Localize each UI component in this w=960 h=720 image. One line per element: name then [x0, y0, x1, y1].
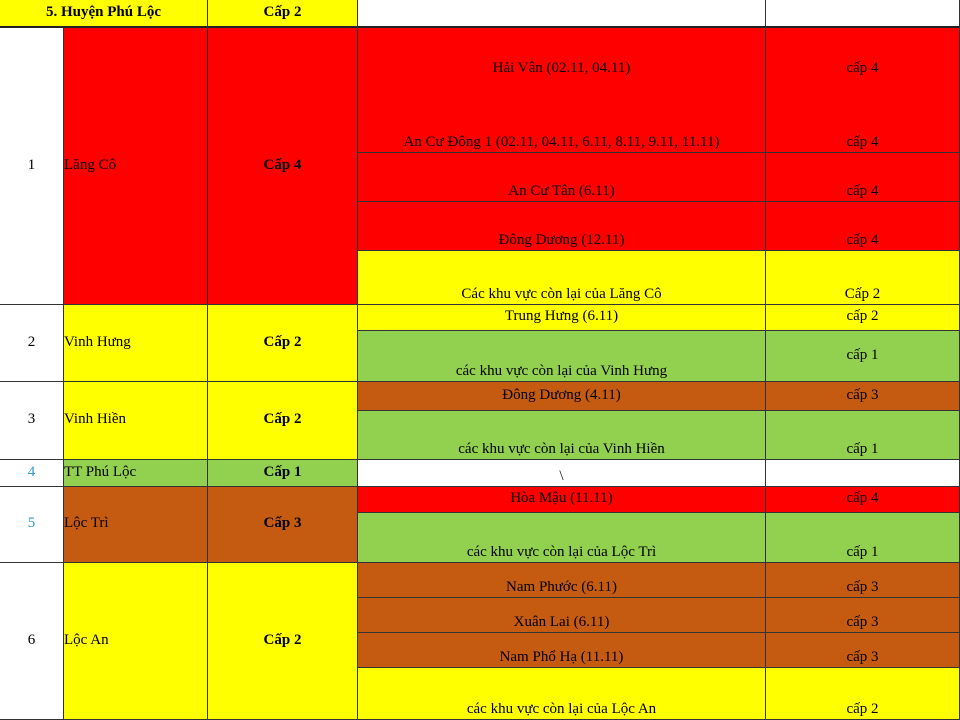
header-area [358, 0, 766, 28]
row-index: 4 [0, 460, 64, 487]
subarea-level: cấp 4 [766, 487, 960, 513]
subarea-name: Đông Dương (12.11) [358, 202, 766, 251]
subarea-level: cấp 2 [766, 305, 960, 331]
subarea-level [766, 460, 960, 487]
subarea-name: Các khu vực còn lại của Lăng Cô [358, 251, 766, 305]
subarea-level: cấp 4 [766, 110, 960, 153]
subarea-level: cấp 4 [766, 28, 960, 110]
header-level: Cấp 2 [208, 0, 358, 28]
commune-name: Lộc An [64, 563, 208, 720]
subarea-level: cấp 3 [766, 563, 960, 598]
subarea-name: An Cư Đông 1 (02.11, 04.11, 6.11, 8.11, … [358, 110, 766, 153]
subarea-level: cấp 3 [766, 633, 960, 668]
header-district: 5. Huyện Phú Lộc [0, 0, 208, 28]
subarea-name: các khu vực còn lại của Lộc An [358, 668, 766, 720]
subarea-name: Nam Phước (6.11) [358, 563, 766, 598]
subarea-name: các khu vực còn lại của Lộc Trì [358, 513, 766, 563]
subarea-name: Đông Dương (4.11) [358, 382, 766, 411]
subarea-name: các khu vực còn lại của Vinh Hưng [358, 331, 766, 382]
subarea-level: cấp 3 [766, 598, 960, 633]
subarea-level: Cấp 2 [766, 251, 960, 305]
subarea-level: cấp 1 [766, 331, 960, 382]
commune-level: Cấp 2 [208, 563, 358, 720]
subarea-name: Hải Vân (02.11, 04.11) [358, 28, 766, 110]
commune-level: Cấp 2 [208, 305, 358, 382]
row-index: 5 [0, 487, 64, 563]
subarea-level: cấp 4 [766, 202, 960, 251]
subarea-level: cấp 4 [766, 153, 960, 202]
subarea-name: Hòa Mậu (11.11) [358, 487, 766, 513]
subarea-name: Nam Phổ Hạ (11.11) [358, 633, 766, 668]
subarea-level: cấp 1 [766, 513, 960, 563]
row-index: 6 [0, 563, 64, 720]
commune-level: Cấp 3 [208, 487, 358, 563]
commune-name: Vinh Hưng [64, 305, 208, 382]
row-index: 1 [0, 28, 64, 305]
subarea-level: cấp 3 [766, 382, 960, 411]
row-index: 3 [0, 382, 64, 460]
row-index: 2 [0, 305, 64, 382]
subarea-name: Trung Hưng (6.11) [358, 305, 766, 331]
commune-name: Lộc Trì [64, 487, 208, 563]
subarea-name: Xuân Lai (6.11) [358, 598, 766, 633]
commune-level: Cấp 4 [208, 28, 358, 305]
subarea-level: cấp 1 [766, 411, 960, 460]
subarea-name: các khu vực còn lại của Vinh Hiền [358, 411, 766, 460]
commune-level: Cấp 2 [208, 382, 358, 460]
header-area-level [766, 0, 960, 28]
commune-level: Cấp 1 [208, 460, 358, 487]
subarea-level: cấp 2 [766, 668, 960, 720]
commune-name: Lăng Cô [64, 28, 208, 305]
commune-name: TT Phú Lộc [64, 460, 208, 487]
subarea-name: An Cư Tân (6.11) [358, 153, 766, 202]
commune-name: Vinh Hiền [64, 382, 208, 460]
subarea-name: \ [358, 460, 766, 487]
